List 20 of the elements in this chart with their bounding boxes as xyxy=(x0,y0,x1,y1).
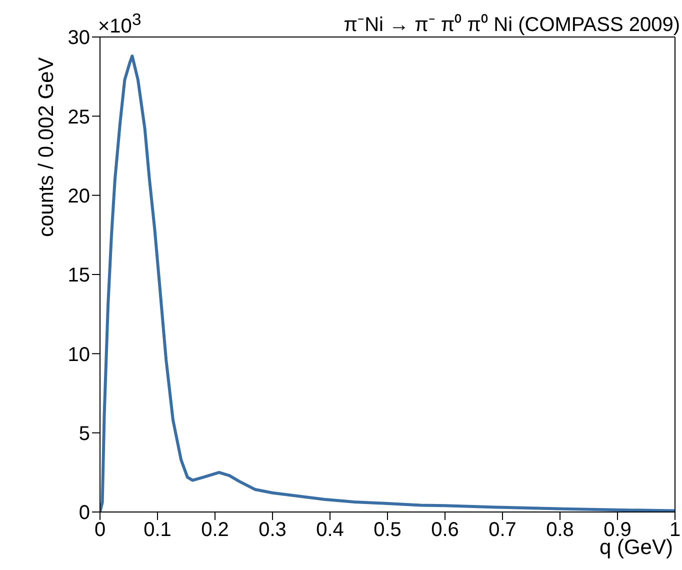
x-tick-label: 0.5 xyxy=(374,519,402,542)
chart-title: π⁻Ni → π⁻ π⁰ π⁰ Ni (COMPASS 2009) xyxy=(344,13,680,37)
x-tick-label: 0.7 xyxy=(488,519,516,542)
y-tick-label: 0 xyxy=(78,502,90,524)
x-tick-label: 1 xyxy=(669,519,681,542)
x-tick-label: 0.3 xyxy=(258,519,286,542)
y-tick-label: 25 xyxy=(68,106,90,128)
annotation: ×10$^{3}$ xyxy=(98,10,142,39)
y-tick-label: 10 xyxy=(68,344,90,366)
x-tick-label: 0.1 xyxy=(144,519,172,542)
x-tick-label: 0 xyxy=(94,519,106,542)
x-tick-label: 0.6 xyxy=(431,519,459,542)
x-tick-label: 0.4 xyxy=(316,519,344,542)
y-tick-label: 20 xyxy=(68,185,90,208)
y-tick-label: 5 xyxy=(78,422,90,445)
x-tick-label: 0.8 xyxy=(546,519,574,542)
x-tick-label: 0.2 xyxy=(201,519,229,542)
y-tick-label: 15 xyxy=(68,264,90,287)
y-tick-label: 30 xyxy=(68,27,90,50)
y-axis-title: counts / 0.002 GeV xyxy=(34,57,58,237)
